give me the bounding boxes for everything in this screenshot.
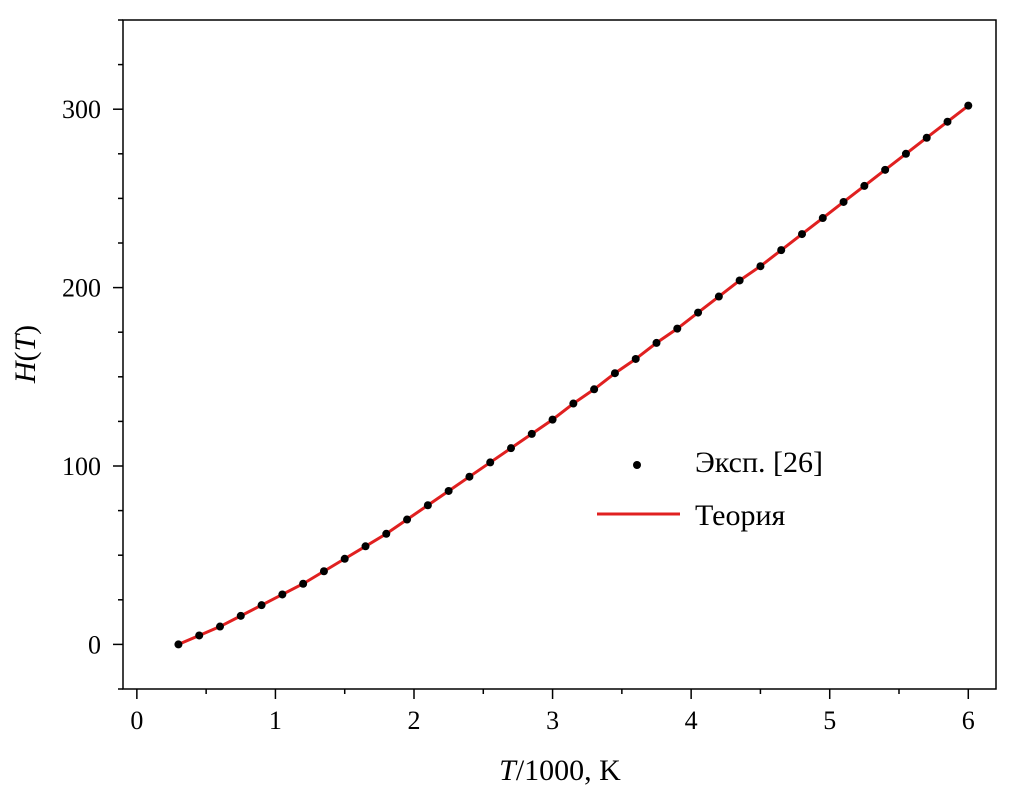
experiment-point bbox=[631, 354, 640, 363]
axis-ticks bbox=[113, 19, 970, 699]
experiment-point bbox=[881, 165, 890, 174]
experiment-point bbox=[569, 399, 578, 408]
experiment-point bbox=[444, 486, 453, 495]
experiment-point bbox=[756, 262, 765, 271]
legend-marker-dot bbox=[633, 461, 641, 469]
experiment-point bbox=[673, 324, 682, 333]
experiment-point bbox=[319, 567, 328, 576]
experiment-point bbox=[195, 631, 204, 640]
experiment-point bbox=[839, 197, 848, 206]
experiment-point bbox=[403, 515, 412, 524]
experiment-point bbox=[818, 214, 827, 223]
x-tick-label: 5 bbox=[823, 706, 836, 735]
experiment-point bbox=[507, 444, 515, 453]
experiment-point bbox=[216, 622, 224, 631]
x-tick-label: 6 bbox=[962, 706, 975, 735]
theory-line bbox=[177, 104, 970, 646]
experiment-point bbox=[382, 529, 391, 538]
x-tick-label: 3 bbox=[546, 706, 559, 735]
tick-labels: 0 1 2 3 4 5 6 0 100 200 300 bbox=[62, 95, 975, 735]
experiment-point bbox=[236, 611, 245, 620]
experiment-point bbox=[423, 501, 432, 510]
experiment-point bbox=[860, 181, 869, 190]
experiment-point bbox=[901, 149, 910, 158]
experiment-point bbox=[590, 385, 599, 394]
y-tick-label: 200 bbox=[62, 274, 101, 303]
plot-frame bbox=[122, 19, 997, 690]
experiment-points bbox=[174, 101, 973, 649]
legend-label-experiment: Эксп. [26] bbox=[695, 446, 823, 479]
experiment-point bbox=[610, 369, 619, 378]
y-axis-label: H(T) bbox=[9, 325, 42, 384]
y-tick-label: 100 bbox=[62, 452, 101, 481]
experiment-point bbox=[361, 542, 370, 551]
experiment-point bbox=[694, 308, 703, 317]
experiment-point bbox=[174, 640, 183, 649]
x-tick-label: 1 bbox=[269, 706, 282, 735]
experiment-point bbox=[548, 415, 557, 424]
legend: Эксп. [26] Теория bbox=[597, 446, 823, 532]
experiment-point bbox=[340, 554, 349, 563]
experiment-point bbox=[257, 601, 266, 610]
experiment-point bbox=[527, 429, 536, 438]
experiment-point bbox=[777, 246, 786, 255]
experiment-point bbox=[714, 292, 723, 301]
experiment-point bbox=[465, 472, 474, 481]
experiment-point bbox=[964, 101, 973, 110]
experiment-point bbox=[735, 276, 744, 285]
y-tick-label: 300 bbox=[62, 95, 101, 124]
experiment-point bbox=[278, 590, 287, 599]
legend-label-theory: Теория bbox=[695, 499, 786, 532]
y-tick-label: 0 bbox=[88, 630, 101, 659]
x-tick-label: 2 bbox=[408, 706, 421, 735]
experiment-point bbox=[943, 117, 952, 126]
x-axis-label: T/1000, K bbox=[499, 754, 621, 787]
experiment-point bbox=[798, 230, 806, 239]
experiment-point bbox=[652, 338, 661, 347]
experiment-point bbox=[486, 458, 495, 467]
x-tick-label: 0 bbox=[130, 706, 143, 735]
experiment-point bbox=[299, 579, 308, 588]
experiment-point bbox=[922, 133, 931, 142]
x-tick-label: 4 bbox=[685, 706, 698, 735]
